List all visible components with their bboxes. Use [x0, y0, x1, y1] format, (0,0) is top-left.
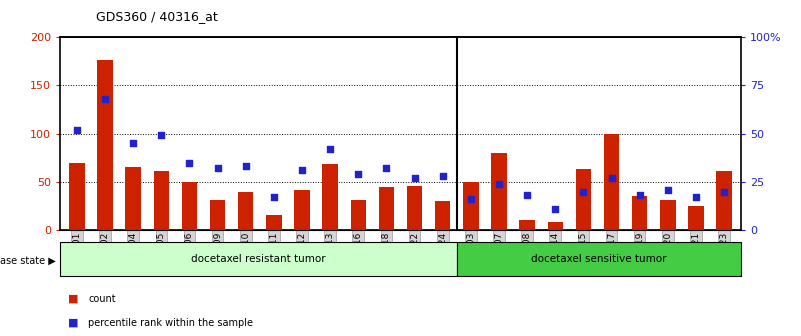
Bar [716, 171, 732, 230]
Point [409, 175, 421, 181]
Text: percentile rank within the sample: percentile rank within the sample [88, 318, 253, 328]
Point [521, 193, 533, 198]
Bar [407, 186, 422, 230]
Bar [210, 200, 225, 230]
Text: docetaxel sensitive tumor: docetaxel sensitive tumor [531, 254, 666, 264]
Point [324, 146, 336, 152]
Bar [604, 134, 619, 230]
Text: docetaxel resistant tumor: docetaxel resistant tumor [191, 254, 326, 264]
Point [99, 96, 111, 101]
Point [634, 193, 646, 198]
Text: GDS360 / 40316_at: GDS360 / 40316_at [96, 10, 218, 23]
Point [549, 206, 562, 212]
Point [465, 197, 477, 202]
Bar [351, 200, 366, 230]
Bar [576, 169, 591, 230]
Point [239, 164, 252, 169]
Bar [98, 60, 113, 230]
Point [127, 140, 139, 146]
Bar [266, 215, 282, 230]
Point [605, 175, 618, 181]
Point [183, 160, 196, 165]
Bar [238, 193, 253, 230]
Bar [519, 219, 535, 230]
Point [296, 168, 308, 173]
Bar [60, 242, 457, 276]
Bar [660, 200, 675, 230]
Point [268, 195, 280, 200]
Bar [632, 196, 647, 230]
Text: ■: ■ [68, 318, 78, 328]
Bar [457, 242, 741, 276]
Text: ■: ■ [68, 294, 78, 304]
Text: count: count [88, 294, 115, 304]
Bar [379, 187, 394, 230]
Bar [491, 153, 507, 230]
Bar [154, 171, 169, 230]
Text: disease state ▶: disease state ▶ [0, 255, 56, 265]
Bar [69, 163, 85, 230]
Bar [688, 206, 703, 230]
Bar [463, 182, 478, 230]
Point [380, 166, 392, 171]
Bar [548, 222, 563, 230]
Bar [435, 201, 450, 230]
Point [577, 189, 590, 194]
Bar [182, 182, 197, 230]
Point [155, 133, 167, 138]
Point [690, 195, 702, 200]
Bar [323, 165, 338, 230]
Bar [294, 190, 310, 230]
Point [211, 166, 224, 171]
Point [718, 189, 731, 194]
Point [662, 187, 674, 192]
Point [437, 173, 449, 179]
Point [493, 181, 505, 186]
Bar [126, 167, 141, 230]
Point [70, 127, 83, 132]
Point [352, 171, 364, 177]
